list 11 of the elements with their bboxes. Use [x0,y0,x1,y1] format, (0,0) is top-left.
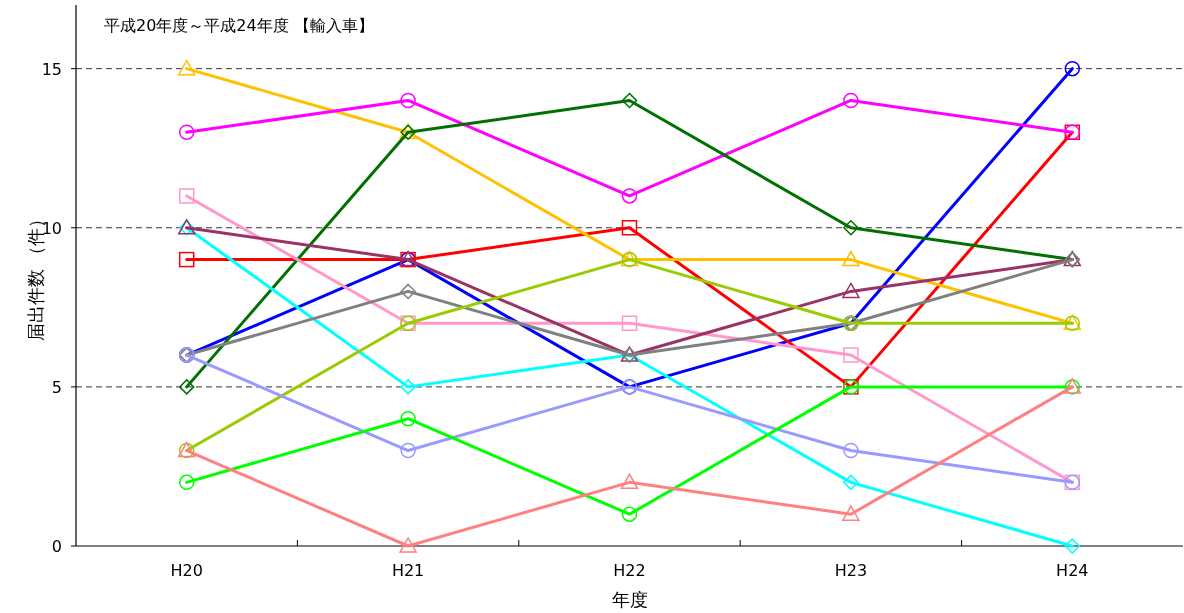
x-tick-label: H20 [170,561,203,580]
y-tick-label: 5 [51,377,62,397]
x-axis-title: 年度 [611,589,648,610]
y-tick-label: 0 [51,537,62,556]
x-tick-label: H23 [834,561,868,580]
text: 平成20年度～平成24年度 【輸入車】 [104,16,374,35]
y-tick-label: 15 [41,59,62,79]
x-tick-label: H24 [1056,561,1089,580]
x-tick-label: H22 [613,561,646,580]
y-axis-title: 届出件数 （件） [25,209,46,342]
x-tick-label: H21 [391,561,425,580]
